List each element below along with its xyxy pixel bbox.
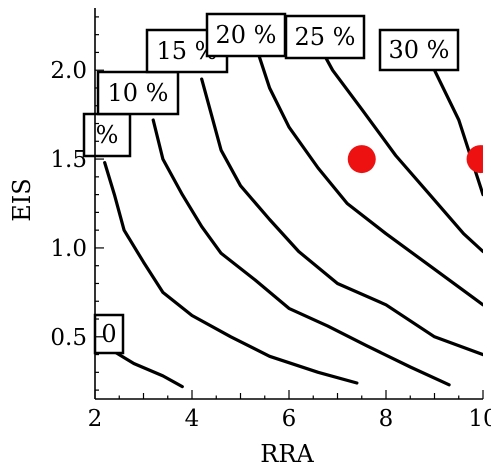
contour-line-5 xyxy=(306,24,483,254)
x-tick-label: 2 xyxy=(88,406,103,432)
contour-line-0 xyxy=(103,344,184,389)
contour-line-6 xyxy=(432,68,483,197)
contour-label-text-0: 0 xyxy=(101,320,116,348)
data-markers xyxy=(347,145,483,174)
y-tick-label: 1.5 xyxy=(50,147,87,173)
y-axis-label: EIS xyxy=(8,178,36,221)
x-tick-label: 4 xyxy=(185,406,200,432)
contour-label-text-2: 10 % xyxy=(108,79,169,107)
red-marker-1 xyxy=(466,145,483,174)
contour-lines xyxy=(103,24,483,389)
y-tick-label: 2.0 xyxy=(50,58,87,84)
red-marker-0 xyxy=(347,145,376,174)
x-tick-label: 10 xyxy=(468,406,491,432)
contour-label-5: 25 % xyxy=(284,14,366,60)
contour-label-2: 10 % xyxy=(96,70,180,116)
contour-label-text-5: 25 % xyxy=(295,23,356,51)
y-tick-label: 1.0 xyxy=(50,236,87,262)
contour-line-2 xyxy=(151,118,451,387)
y-tick-label: 0.5 xyxy=(50,325,87,351)
contour-line-3 xyxy=(200,77,483,357)
axes: 2 4 6 8 10 0.5 1.0 1.5 2.0 xyxy=(50,8,491,432)
x-tick-label: 8 xyxy=(379,406,394,432)
contour-label-0: 0 xyxy=(93,313,125,355)
contour-label-4: 20 % xyxy=(205,12,287,58)
contour-label-text-4: 20 % xyxy=(216,21,277,49)
contour-label-1: % xyxy=(82,112,132,158)
x-axis-label: RRA xyxy=(260,440,314,468)
contour-label-text-6: 30 % xyxy=(389,36,450,64)
contour-label-text-1: % xyxy=(96,121,119,149)
contour-labels: 0%10 %15 %20 % 25 % 30 % xyxy=(82,12,460,355)
contour-label-6: 30 % xyxy=(378,28,460,72)
x-tick-label: 6 xyxy=(282,406,297,432)
contour-line-4 xyxy=(253,41,483,307)
contour-line-1 xyxy=(103,161,359,385)
